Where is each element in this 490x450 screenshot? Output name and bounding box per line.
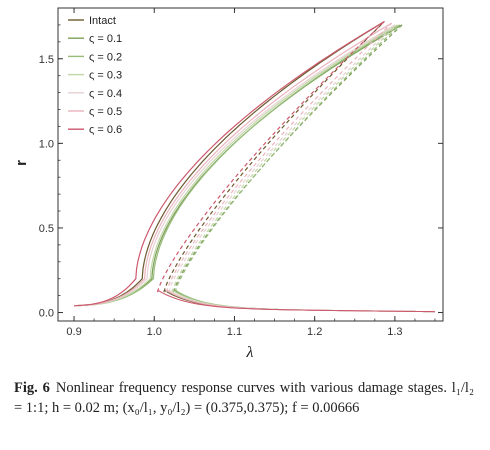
legend-label: ς = 0.4 [89, 88, 122, 100]
legend-label: ς = 0.3 [89, 70, 122, 82]
y-tick-label: 1.5 [39, 54, 54, 66]
y-tick-label: 0.0 [39, 308, 54, 320]
curve-damage-3-lower [171, 289, 436, 313]
curve-damage-2-lower [174, 289, 436, 313]
legend-label: ς = 0.2 [89, 51, 122, 63]
x-tick-label: 1.2 [307, 326, 322, 338]
legend-label: ς = 0.6 [89, 124, 122, 136]
figure-caption: Fig. 6 Nonlinear frequency response curve… [14, 378, 474, 418]
legend-label: ς = 0.5 [89, 106, 122, 118]
x-axis-title: λ [246, 344, 254, 361]
curve-damage-6-stable [73, 20, 385, 307]
curve-damage-6-lower [157, 289, 436, 313]
curve-damage-3-unstable [171, 24, 398, 293]
y-tick-label: 1.0 [39, 138, 54, 150]
y-axis-title: r [13, 160, 30, 166]
x-tick-label: 1.0 [147, 326, 162, 338]
caption-text: Nonlinear frequency response curves with… [14, 380, 474, 416]
curve-intact-lower [163, 289, 436, 313]
curve-damage-1-lower [173, 289, 436, 313]
plot-frame [57, 7, 444, 322]
curves-group [73, 20, 436, 313]
x-tick-label: 1.1 [227, 326, 242, 338]
curve-damage-5-unstable [165, 22, 393, 293]
curve-intact-unstable [163, 21, 385, 293]
curve-damage-4-lower [168, 289, 436, 313]
curve-damage-6-unstable [156, 21, 385, 293]
legend: Intact ς = 0.1 ς = 0.2 ς = 0.3 ς = 0.4 ς = 0.… [68, 15, 122, 136]
caption-label: Fig. 6 [14, 380, 50, 396]
x-tick-label: 1.3 [387, 326, 402, 338]
curve-damage-1-unstable [172, 24, 403, 293]
curve-damage-4-unstable [168, 24, 396, 293]
curve-damage-5-lower [166, 289, 436, 313]
axis-ticks: 0.9 1.0 1.1 1.2 1.3 0.0 0.5 1.0 1.5 [39, 8, 443, 338]
frequency-response-chart: 0.9 1.0 1.1 1.2 1.3 0.0 0.5 1.0 1.5 Intact ς = 0.… [13, 7, 444, 361]
curve-damage-1-stable [73, 24, 403, 307]
curve-damage-2-unstable [174, 24, 401, 293]
x-tick-label: 0.9 [66, 326, 81, 338]
curve-damage-5-stable [73, 22, 393, 307]
legend-label: Intact [89, 15, 116, 27]
y-tick-label: 0.5 [39, 223, 54, 235]
curve-damage-2-stable [73, 24, 401, 307]
legend-label: ς = 0.1 [89, 33, 122, 45]
curve-damage-3-stable [73, 24, 398, 307]
